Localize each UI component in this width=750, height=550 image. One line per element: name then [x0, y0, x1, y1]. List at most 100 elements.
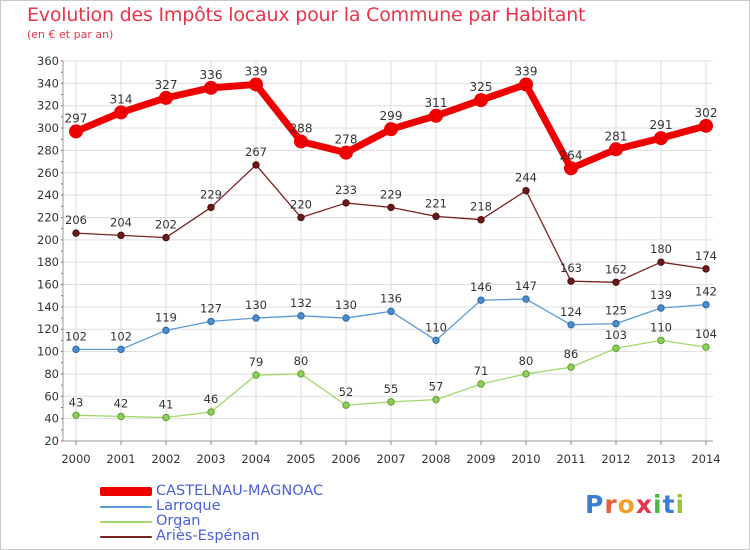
data-label: 162 — [605, 262, 627, 276]
data-point — [477, 380, 485, 388]
data-label: 163 — [560, 261, 582, 275]
data-label: 136 — [380, 291, 402, 305]
x-tick-label: 2001 — [106, 452, 135, 466]
data-point — [297, 370, 305, 378]
data-point — [522, 370, 530, 378]
data-point — [657, 258, 665, 266]
data-point — [474, 93, 488, 108]
data-label: 42 — [114, 396, 129, 410]
data-label: 278 — [335, 133, 358, 147]
x-tick-label: 2005 — [286, 452, 315, 466]
data-label: 218 — [470, 200, 492, 214]
x-tick-label: 2014 — [691, 452, 720, 466]
y-tick-label: 240 — [37, 188, 59, 202]
legend-label: Organ — [156, 513, 201, 529]
data-point — [297, 312, 305, 320]
legend-swatch — [100, 506, 152, 508]
x-tick-label: 2010 — [511, 452, 540, 466]
data-label: 288 — [290, 121, 313, 135]
data-label: 339 — [245, 64, 268, 78]
y-tick-label: 280 — [37, 143, 59, 157]
x-tick-label: 2013 — [646, 452, 675, 466]
data-label: 311 — [425, 96, 448, 110]
y-tick-label: 60 — [44, 389, 59, 403]
data-label: 79 — [249, 355, 264, 369]
data-point — [432, 212, 440, 221]
x-tick-label: 2008 — [421, 452, 450, 466]
data-point — [522, 295, 530, 303]
x-tick-label: 2007 — [376, 452, 405, 466]
data-point — [612, 278, 620, 286]
legend-swatch — [100, 521, 152, 523]
data-label: 130 — [335, 298, 357, 312]
data-point — [522, 186, 530, 195]
logo-letter: i — [653, 490, 663, 519]
data-label: 281 — [605, 129, 628, 143]
data-label: 139 — [650, 288, 672, 302]
data-point — [69, 124, 83, 139]
data-label: 229 — [380, 187, 402, 201]
data-point — [207, 317, 215, 326]
x-tick-label: 2009 — [466, 452, 495, 466]
logo-letter: o — [617, 490, 636, 519]
data-point — [612, 319, 620, 328]
y-tick-label: 120 — [37, 322, 59, 336]
y-tick-label: 100 — [37, 345, 59, 359]
data-point — [429, 108, 443, 123]
x-tick-label: 2002 — [151, 452, 180, 466]
data-point — [432, 336, 440, 345]
data-point — [297, 213, 305, 222]
data-label: 204 — [110, 215, 132, 229]
data-label: 339 — [515, 64, 538, 78]
y-tick-label: 340 — [37, 76, 59, 90]
data-point — [567, 321, 575, 329]
data-label: 86 — [564, 347, 579, 361]
data-label: 102 — [65, 329, 87, 343]
data-point — [609, 142, 623, 157]
data-point — [519, 77, 533, 92]
x-tick-label: 2004 — [241, 452, 270, 466]
y-tick-label: 360 — [37, 54, 59, 68]
data-label: 291 — [650, 118, 673, 132]
data-point — [387, 307, 395, 316]
data-point — [117, 412, 125, 421]
x-tick-label: 2012 — [601, 452, 630, 466]
data-point — [564, 161, 578, 176]
data-label: 80 — [519, 354, 534, 368]
data-label: 104 — [695, 327, 717, 341]
data-point — [339, 145, 353, 160]
data-point — [657, 304, 665, 312]
x-tick-label: 2000 — [61, 452, 90, 466]
data-label: 52 — [339, 385, 354, 399]
data-point — [117, 231, 125, 240]
data-point — [567, 363, 575, 371]
data-point — [72, 411, 80, 419]
data-point — [342, 314, 350, 322]
data-point — [252, 314, 260, 322]
data-label: 299 — [380, 109, 403, 123]
data-point — [702, 265, 710, 273]
logo-letter: i — [675, 490, 686, 519]
data-point — [702, 300, 710, 309]
data-point — [567, 277, 575, 285]
data-label: 267 — [245, 145, 267, 159]
data-label: 233 — [335, 183, 357, 197]
legend-swatch — [100, 487, 152, 496]
data-point — [384, 122, 398, 137]
data-label: 180 — [650, 242, 672, 256]
data-point — [159, 90, 173, 105]
legend-label: CASTELNAU-MAGNOAC — [156, 483, 324, 499]
y-tick-label: 140 — [37, 300, 59, 314]
data-point — [702, 343, 710, 351]
data-point — [342, 401, 350, 409]
data-label: 127 — [200, 301, 222, 315]
y-tick-label: 40 — [44, 412, 59, 426]
data-label: 297 — [65, 111, 88, 125]
proxiti-logo: Proxiti — [585, 490, 685, 519]
data-point — [387, 398, 395, 406]
y-tick-label: 80 — [44, 367, 59, 381]
data-point — [114, 105, 128, 120]
data-point — [162, 326, 170, 335]
data-label: 327 — [155, 78, 178, 92]
x-tick-label: 2003 — [196, 452, 225, 466]
